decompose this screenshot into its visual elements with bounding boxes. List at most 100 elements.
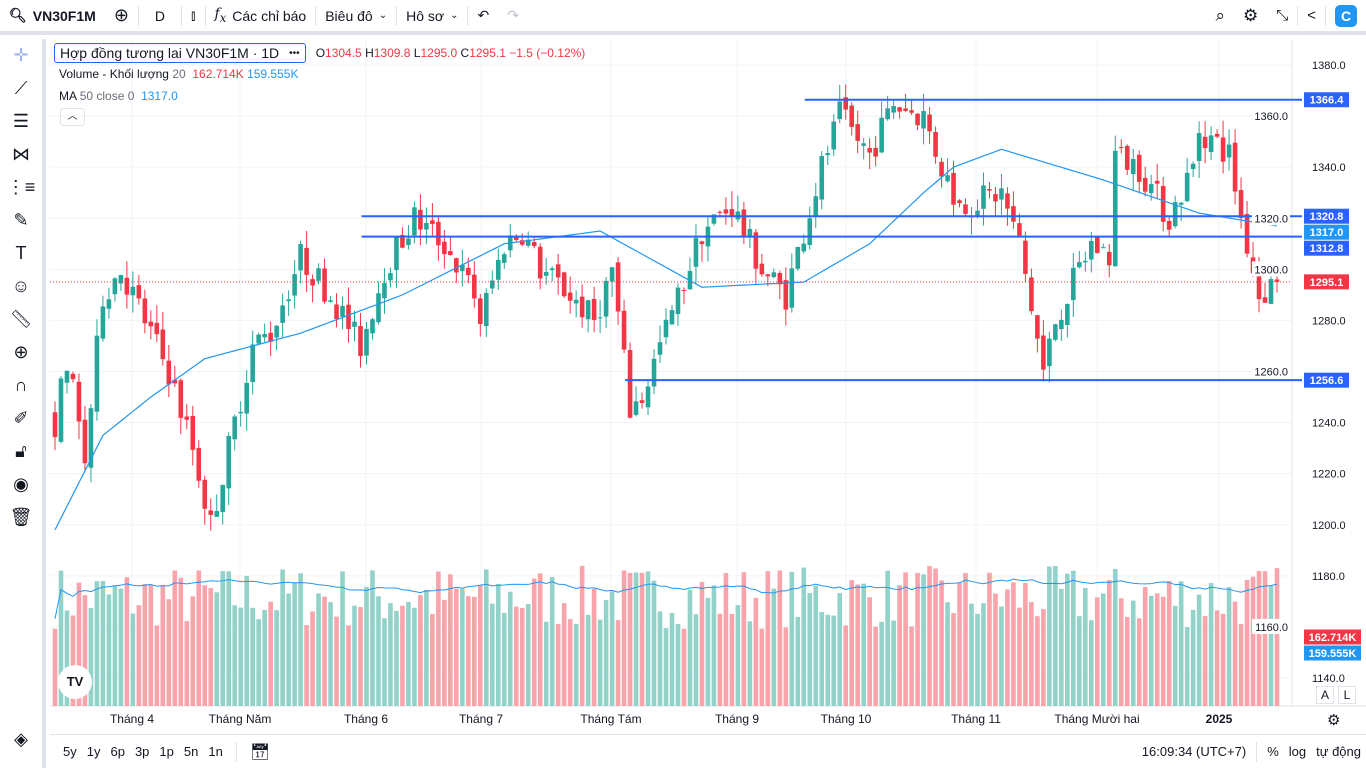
redo-button[interactable]: ↷ (498, 0, 528, 31)
brush-tool[interactable]: ✎ (6, 206, 36, 236)
volume-bar (1148, 595, 1154, 706)
tradingview-logo[interactable]: TV (58, 665, 92, 699)
volume-bar (987, 572, 992, 706)
range-1y[interactable]: 1y (86, 744, 101, 759)
volume-bar (531, 578, 537, 706)
icon-tool[interactable]: ☺ (6, 272, 36, 302)
price-chart[interactable]: 1380.0 1360.0 1340.0 1320.0 1300.0 1280.0 1260… (0, 0, 1366, 734)
candle-body (861, 143, 866, 146)
range-3p[interactable]: 3p (134, 744, 150, 759)
price-tag-label: 1317.0 (1310, 227, 1344, 239)
time-tick-label: Tháng 4 (110, 712, 154, 726)
open-value: 1304.5 (325, 46, 362, 60)
auto-toggle[interactable]: tự động (1316, 744, 1361, 759)
lock-icon: 🔓︎ (15, 441, 27, 461)
range-1p[interactable]: 1p (159, 744, 174, 759)
settings-button[interactable]: ⚙ (1234, 0, 1267, 31)
volume-bar (70, 615, 76, 706)
volume-bar (58, 570, 64, 706)
lock-tool[interactable]: 🔓︎ (6, 437, 36, 467)
volume-tag (1304, 645, 1361, 661)
volume-bar (861, 583, 866, 706)
price-tag-label: 1295.1 (1310, 277, 1344, 289)
horizontal-lines-tool[interactable]: ☰ (6, 107, 36, 137)
divider (1256, 741, 1258, 762)
interval-button[interactable]: D (139, 0, 181, 31)
volume-bar (771, 588, 777, 706)
pattern-tool[interactable]: ⋈ (6, 140, 36, 170)
percent-toggle[interactable]: % (1267, 744, 1279, 759)
profile-menu-button[interactable]: Hô sơ ⌄ (397, 0, 467, 31)
candle-body (412, 207, 417, 236)
scale-auto-button[interactable]: A (1316, 686, 1334, 704)
range-5y[interactable]: 5y (63, 744, 77, 759)
time-tick-label: Tháng Tám (580, 712, 641, 726)
hide-tool[interactable]: ◉ (6, 470, 36, 500)
volume-bar (723, 573, 729, 706)
lock-drawing-tool[interactable]: ✐ (6, 404, 36, 434)
candle-body (729, 209, 735, 216)
candle-body (244, 382, 249, 414)
share-button[interactable]: < (1298, 0, 1325, 31)
quick-search-button[interactable]: ⌕ (1206, 0, 1234, 31)
log-toggle[interactable]: log (1288, 744, 1307, 759)
range-6p[interactable]: 6p (110, 744, 125, 759)
compare-symbol-button[interactable]: ⊕ (105, 0, 138, 31)
time-tick-label: Tháng 6 (344, 712, 388, 726)
chart-menu-button[interactable]: Biêu đô ⌄ (316, 0, 396, 31)
magnet-tool[interactable]: ∩ (6, 371, 36, 401)
chart-type-button[interactable]: ⫾ (182, 0, 204, 31)
measure-tool[interactable]: 📏︎ (6, 305, 36, 335)
candle-body (903, 108, 908, 111)
brand-logo[interactable]: C (1326, 0, 1366, 31)
object-tree-button[interactable]: ◈ (6, 724, 36, 754)
text-tool[interactable]: T (6, 239, 36, 269)
candle-body (981, 185, 986, 209)
crosshair-tool[interactable]: ✛ (6, 41, 36, 71)
volume-bar (741, 572, 747, 706)
volume-bar (226, 571, 232, 706)
candle-body (495, 259, 501, 280)
undo-button[interactable]: ↶ (468, 0, 498, 31)
volume-bar (124, 577, 130, 706)
volume-bar (460, 588, 465, 706)
volume-legend[interactable]: Volume - Khối lượng 20 162.714K 159.555K (59, 67, 298, 81)
fullscreen-icon: ⤡ (1276, 7, 1289, 24)
go-to-date-button[interactable]: 📅︎ (245, 742, 275, 762)
timezone-button[interactable]: 16:09:34 (UTC+7) (1141, 744, 1247, 759)
delete-tool[interactable]: 🗑︎ (6, 503, 36, 533)
divider (137, 5, 139, 26)
volume-bar (885, 570, 890, 706)
candle-body (292, 274, 297, 296)
ma-legend[interactable]: MA 50 close 0 1317.0 (59, 89, 178, 103)
candle-body (172, 379, 178, 384)
candle-body (52, 412, 58, 438)
price-tag (1304, 224, 1349, 240)
volume-bar (454, 588, 459, 706)
volume-bar (1112, 569, 1118, 706)
volume-bar (1256, 570, 1262, 706)
candle-body (759, 263, 765, 275)
price-tick-label: 1360.0 (1254, 111, 1288, 123)
candle-body (963, 204, 968, 214)
range-1n[interactable]: 1n (208, 744, 223, 759)
candle-body (567, 292, 573, 301)
range-5n[interactable]: 5n (183, 744, 199, 759)
candle-body (765, 274, 771, 277)
indicators-button[interactable]: fx Các chỉ báo (206, 0, 316, 31)
symbol-search[interactable]: 🔍︎ VN30F1M (0, 0, 105, 31)
scale-log-button[interactable]: L (1338, 686, 1356, 704)
volume-tag-label: 159.555K (1309, 648, 1357, 660)
candle-body (274, 325, 279, 338)
collapse-legend-button[interactable]: ︿ (60, 108, 85, 126)
chart-settings-button[interactable]: ⚙ (1327, 711, 1340, 729)
trend-line-tool[interactable]: ⟋ (6, 74, 36, 104)
volume-bar (256, 619, 261, 706)
price-tick-chip (1252, 108, 1290, 124)
price-tag (1304, 372, 1349, 388)
fib-tool[interactable]: ⋮≡ (6, 173, 36, 203)
fullscreen-button[interactable]: ⤡ (1267, 0, 1297, 31)
volume-bar (633, 572, 639, 706)
symbol-title-box[interactable]: Hợp đồng tương lai VN30F1M · 1D ••• (54, 43, 306, 63)
zoom-tool[interactable]: ⊕ (6, 338, 36, 368)
